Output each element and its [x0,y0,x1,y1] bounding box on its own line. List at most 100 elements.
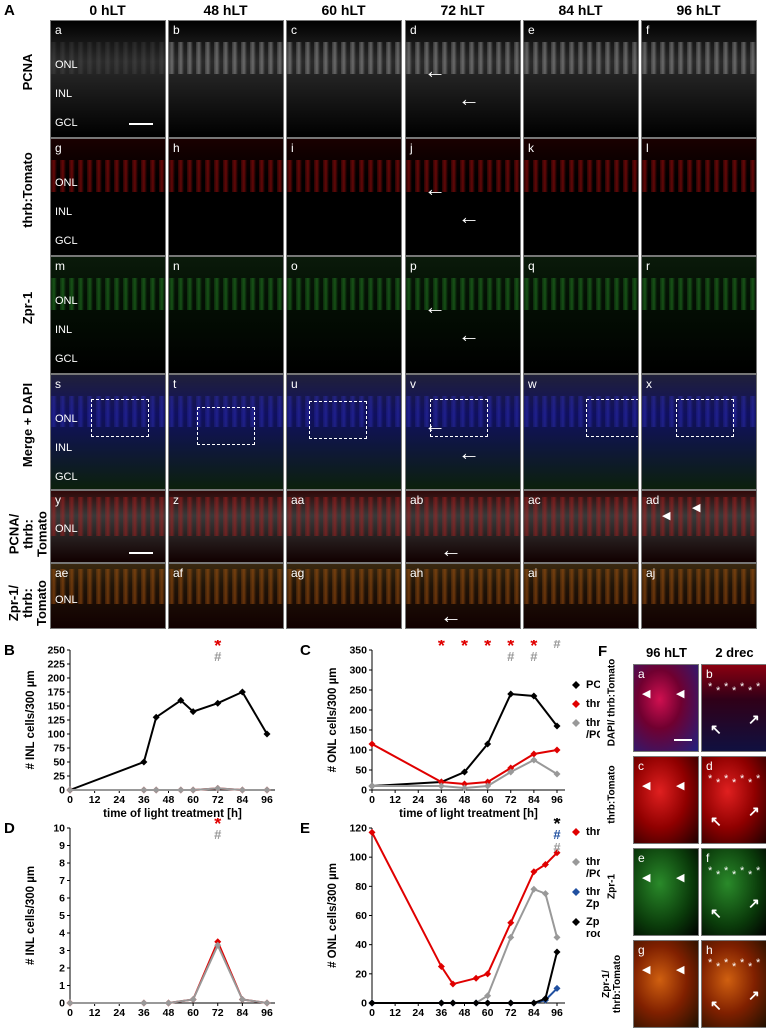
y-tick-label: 200 [47,673,65,685]
y-tick-label: 60 [355,910,367,922]
row-header-1: thrb:Tomato [20,152,35,228]
data-point [507,690,515,698]
micrograph-p: p ← ← [405,256,521,374]
micrograph-ae: ae ONL [50,563,166,629]
asterisk-marker: * [716,869,721,881]
micrograph-z: z [168,490,284,563]
asterisk-marker: * [724,681,729,693]
tile-letter: f [646,23,650,37]
row-header-0: PCNA [20,53,35,91]
x-tick-label: 84 [237,1007,249,1018]
f-column-header-0: 96 hLT [646,645,687,660]
micrograph-d: d ← ← [405,20,521,138]
x-tick-label: 0 [369,794,375,806]
x-tick-label: 36 [138,1007,150,1018]
x-tick-label: 36 [436,794,448,806]
data-point [484,740,492,748]
significance-marker: # [507,649,515,664]
arrowhead-icon: ◀ [676,688,685,700]
x-tick-label: 48 [459,794,471,806]
chart-D: D01234567891001224364860728496time of li… [0,818,290,1018]
tile-letter: q [528,259,535,273]
tile-letter: m [55,259,65,273]
inset-region-box [430,399,488,437]
x-tick-label: 12 [389,794,401,806]
legend-marker [572,700,580,708]
data-point [437,778,445,786]
tile-letter: ah [410,566,424,580]
y-tick-label: 40 [355,939,367,951]
data-point [263,999,271,1007]
f-micrograph-g: g ◀ ◀ [633,940,699,1028]
arrow-icon: ↖ [710,813,722,829]
data-point [437,999,445,1007]
tile-letter: ag [291,566,305,580]
asterisk-marker: * [748,961,753,973]
arrow-icon: ← [424,176,446,201]
data-point [484,778,492,786]
y-tick-label: 200 [349,705,367,717]
column-header-0: 0 hLT [89,2,126,18]
arrow-icon: ← [440,603,462,628]
tile-letter: ad [646,493,660,507]
row-header-4: PCNA/ thrb: Tomato [6,510,49,557]
data-point [484,970,492,978]
f-row-header-0: DAPI/ thrb:Tomato [606,658,618,747]
data-point [66,786,74,794]
data-point [507,999,515,1007]
f-column-header-1: 2 drec [715,645,754,660]
tile-letter: z [173,493,179,507]
arrow-icon: ← [424,58,446,83]
legend-label: Zpr-1 [586,916,600,928]
asterisk-marker: * [740,681,745,693]
y-tick-label: 125 [47,715,65,727]
x-tick-label: 48 [459,1007,471,1018]
y-tick-label: 100 [349,852,367,864]
arrow-icon: ← [458,440,480,465]
micrograph-e: e [523,20,639,138]
micrograph-q: q [523,256,639,374]
layer-label: INL [55,206,73,218]
chart-C: C 0 50 100 150 200 250 300 350 0 12 24 36 48 60 72 84 96 t… [300,640,600,820]
data-point [165,999,172,1007]
arrow-icon: ← [424,412,446,437]
panel-d-label: D [4,820,15,837]
micrograph-c: c [286,20,402,138]
micrograph-ad: ad ◀ ◀ [641,490,757,563]
series-line-1 [372,887,558,1004]
data-point [507,933,515,941]
x-tick-label: 72 [505,794,517,806]
data-point [449,999,457,1007]
data-point [553,948,561,956]
f-row-header-2: Zpr-1 [606,874,618,899]
asterisk-marker: * [708,681,713,693]
arrow-icon: ↗ [748,987,760,1003]
f-micrograph-c: c ◀ ◀ [633,756,699,844]
inset-region-box [91,399,149,437]
micrograph-ab: ab ← [405,490,521,563]
legend-marker [572,719,580,727]
tile-letter: g [638,943,645,957]
micrograph-l: l [641,138,757,256]
tile-letter: k [528,141,534,155]
legend-marker [572,828,580,836]
layer-label: ONL [55,295,78,307]
arrow-icon: ← [458,204,480,229]
column-header-5: 96 hLT [676,2,721,18]
x-axis-label: time of light treatment [h] [399,808,538,820]
x-tick-label: 24 [412,794,424,806]
tile-letter: h [706,943,713,957]
y-tick-label: 2 [59,963,65,975]
asterisk-marker: * [724,773,729,785]
tile-letter: d [706,759,713,773]
x-tick-label: 48 [163,794,175,806]
tile-letter: o [291,259,298,273]
asterisk-marker: * [716,685,721,697]
micrograph-u: u [286,374,402,490]
f-micrograph-d: d * * * * * * * ↖ ↗ [701,756,766,844]
significance-marker: * [484,640,491,656]
legend-label: thrb:Tomato [586,856,600,868]
tile-letter: af [173,566,184,580]
micrograph-y: y ONL [50,490,166,563]
y-tick-label: 10 [53,823,65,835]
